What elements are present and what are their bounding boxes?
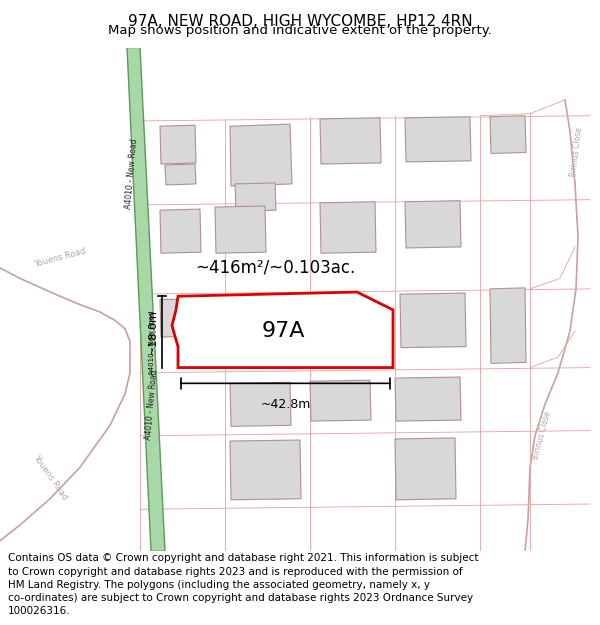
Polygon shape [127, 48, 165, 551]
Polygon shape [320, 118, 381, 164]
Text: A4010 - New Road: A4010 - New Road [145, 369, 160, 440]
Text: Map shows position and indicative extent of the property.: Map shows position and indicative extent… [108, 24, 492, 37]
Polygon shape [405, 117, 471, 162]
Polygon shape [320, 202, 376, 253]
Polygon shape [400, 293, 466, 348]
Text: Birinus Close: Birinus Close [531, 411, 553, 461]
Text: Youens Road: Youens Road [33, 246, 87, 269]
Polygon shape [160, 299, 191, 337]
Polygon shape [165, 164, 196, 185]
Polygon shape [160, 125, 196, 164]
Polygon shape [193, 299, 226, 332]
Text: Contains OS data © Crown copyright and database right 2021. This information is : Contains OS data © Crown copyright and d… [8, 554, 478, 616]
Text: ~42.8m: ~42.8m [260, 398, 311, 411]
Polygon shape [490, 288, 526, 363]
Polygon shape [405, 201, 461, 248]
Polygon shape [395, 438, 456, 500]
Text: A4010 - New Road: A4010 - New Road [149, 310, 155, 374]
Polygon shape [310, 380, 371, 421]
Polygon shape [235, 183, 276, 211]
Polygon shape [230, 124, 292, 186]
Polygon shape [160, 209, 201, 253]
Text: Youens Road: Youens Road [31, 454, 69, 502]
Polygon shape [230, 440, 301, 500]
Polygon shape [230, 382, 291, 426]
Polygon shape [172, 292, 393, 367]
Text: ~416m²/~0.103ac.: ~416m²/~0.103ac. [195, 259, 355, 277]
Text: A4010 - New Road: A4010 - New Road [124, 138, 140, 209]
Polygon shape [395, 377, 461, 421]
Text: 97A, NEW ROAD, HIGH WYCOMBE, HP12 4RN: 97A, NEW ROAD, HIGH WYCOMBE, HP12 4RN [128, 14, 472, 29]
Polygon shape [215, 206, 266, 253]
Text: ~18.0m: ~18.0m [148, 309, 158, 354]
Polygon shape [490, 116, 526, 154]
Text: 97A: 97A [261, 321, 305, 341]
Text: Birinus Close: Birinus Close [569, 127, 584, 177]
